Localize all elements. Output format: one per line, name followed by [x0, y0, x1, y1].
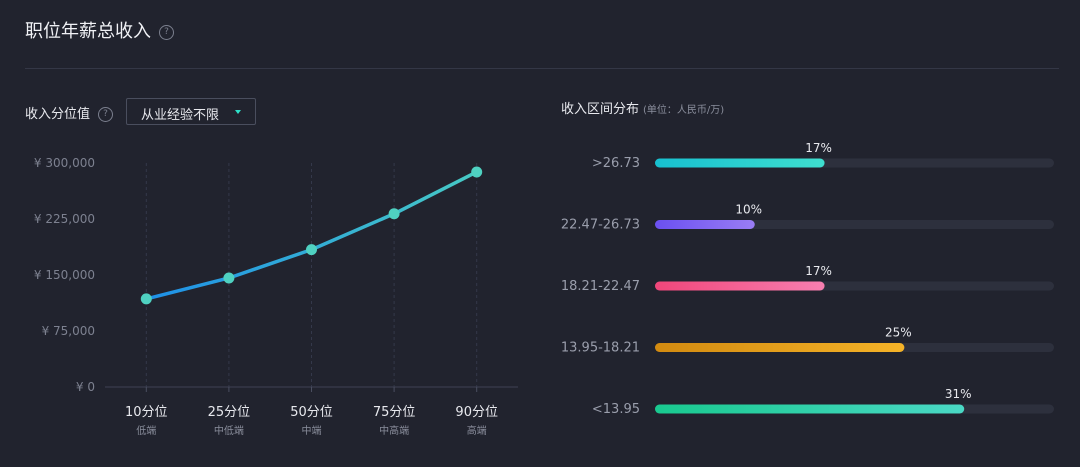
x-tick-label: 10分位 — [125, 405, 168, 420]
x-tick-label: 25分位 — [208, 405, 251, 420]
help-icon[interactable]: ? — [159, 24, 174, 40]
x-sub-label: 高端 — [467, 424, 487, 437]
bar-value-label: 10% — [735, 203, 762, 217]
experience-dropdown[interactable]: 从业经验不限 — [126, 98, 256, 125]
distribution-unit: (单位：人民币/万) — [643, 105, 725, 116]
x-sub-label: 中端 — [302, 424, 322, 437]
bar-category-label: >26.73 — [592, 156, 640, 171]
bar-category-label: 22.47-26.73 — [561, 218, 640, 233]
bar-fill — [655, 281, 825, 291]
percentile-help-icon[interactable]: ? — [98, 107, 114, 122]
bar-value-label: 17% — [805, 264, 832, 278]
distribution-title: 收入区间分布 (单位：人民币/万) — [561, 98, 724, 117]
x-tick-label: 50分位 — [290, 405, 333, 420]
data-point — [223, 272, 235, 284]
bar-fill — [655, 343, 905, 352]
caret-down-icon — [235, 110, 241, 114]
bar-fill — [655, 158, 825, 168]
bar-value-label: 31% — [945, 387, 972, 401]
bar-category-label: 18.21-22.47 — [561, 279, 640, 294]
percentile-label-text: 收入分位值 — [25, 107, 91, 122]
x-sub-label: 中高端 — [379, 424, 409, 437]
y-tick-label: ¥ 225,000 — [34, 212, 95, 226]
y-tick-label: ¥ 0 — [76, 380, 95, 394]
experience-dropdown-value: 从业经验不限 — [141, 108, 220, 123]
data-point — [388, 208, 400, 220]
divider — [25, 68, 1059, 69]
x-tick-label: 90分位 — [455, 405, 498, 420]
x-sub-label: 低端 — [136, 424, 156, 437]
data-point — [306, 244, 317, 256]
y-tick-label: ¥ 300,000 — [34, 156, 95, 170]
bar-value-label: 17% — [805, 141, 832, 155]
title-text: 职位年薪总收入 — [25, 21, 151, 42]
percentile-label: 收入分位值? — [25, 103, 114, 122]
salary-line-chart: ¥ 300,000 ¥ 225,000 ¥ 150,000 ¥ 75,000 ¥ 0 10… — [34, 156, 518, 437]
bar-track — [655, 220, 1054, 229]
income-distribution-bar-chart: >26.73 17% 22.47-26.73 10% 18.21-22.47 17% 13.… — [561, 141, 1054, 417]
data-point — [471, 166, 483, 178]
bar-value-label: 25% — [885, 326, 912, 340]
y-tick-label: ¥ 150,000 — [34, 268, 95, 282]
bar-category-label: 13.95-18.21 — [561, 341, 640, 356]
page-title: 职位年薪总收入? — [25, 17, 174, 43]
x-tick-label: 75分位 — [373, 405, 416, 420]
bar-fill — [655, 404, 965, 414]
bar-category-label: <13.95 — [592, 402, 640, 417]
y-tick-label: ¥ 75,000 — [42, 324, 95, 338]
distribution-title-text: 收入区间分布 — [561, 102, 640, 117]
data-point — [140, 293, 152, 305]
bar-fill — [655, 220, 755, 229]
x-sub-label: 中低端 — [214, 424, 244, 437]
